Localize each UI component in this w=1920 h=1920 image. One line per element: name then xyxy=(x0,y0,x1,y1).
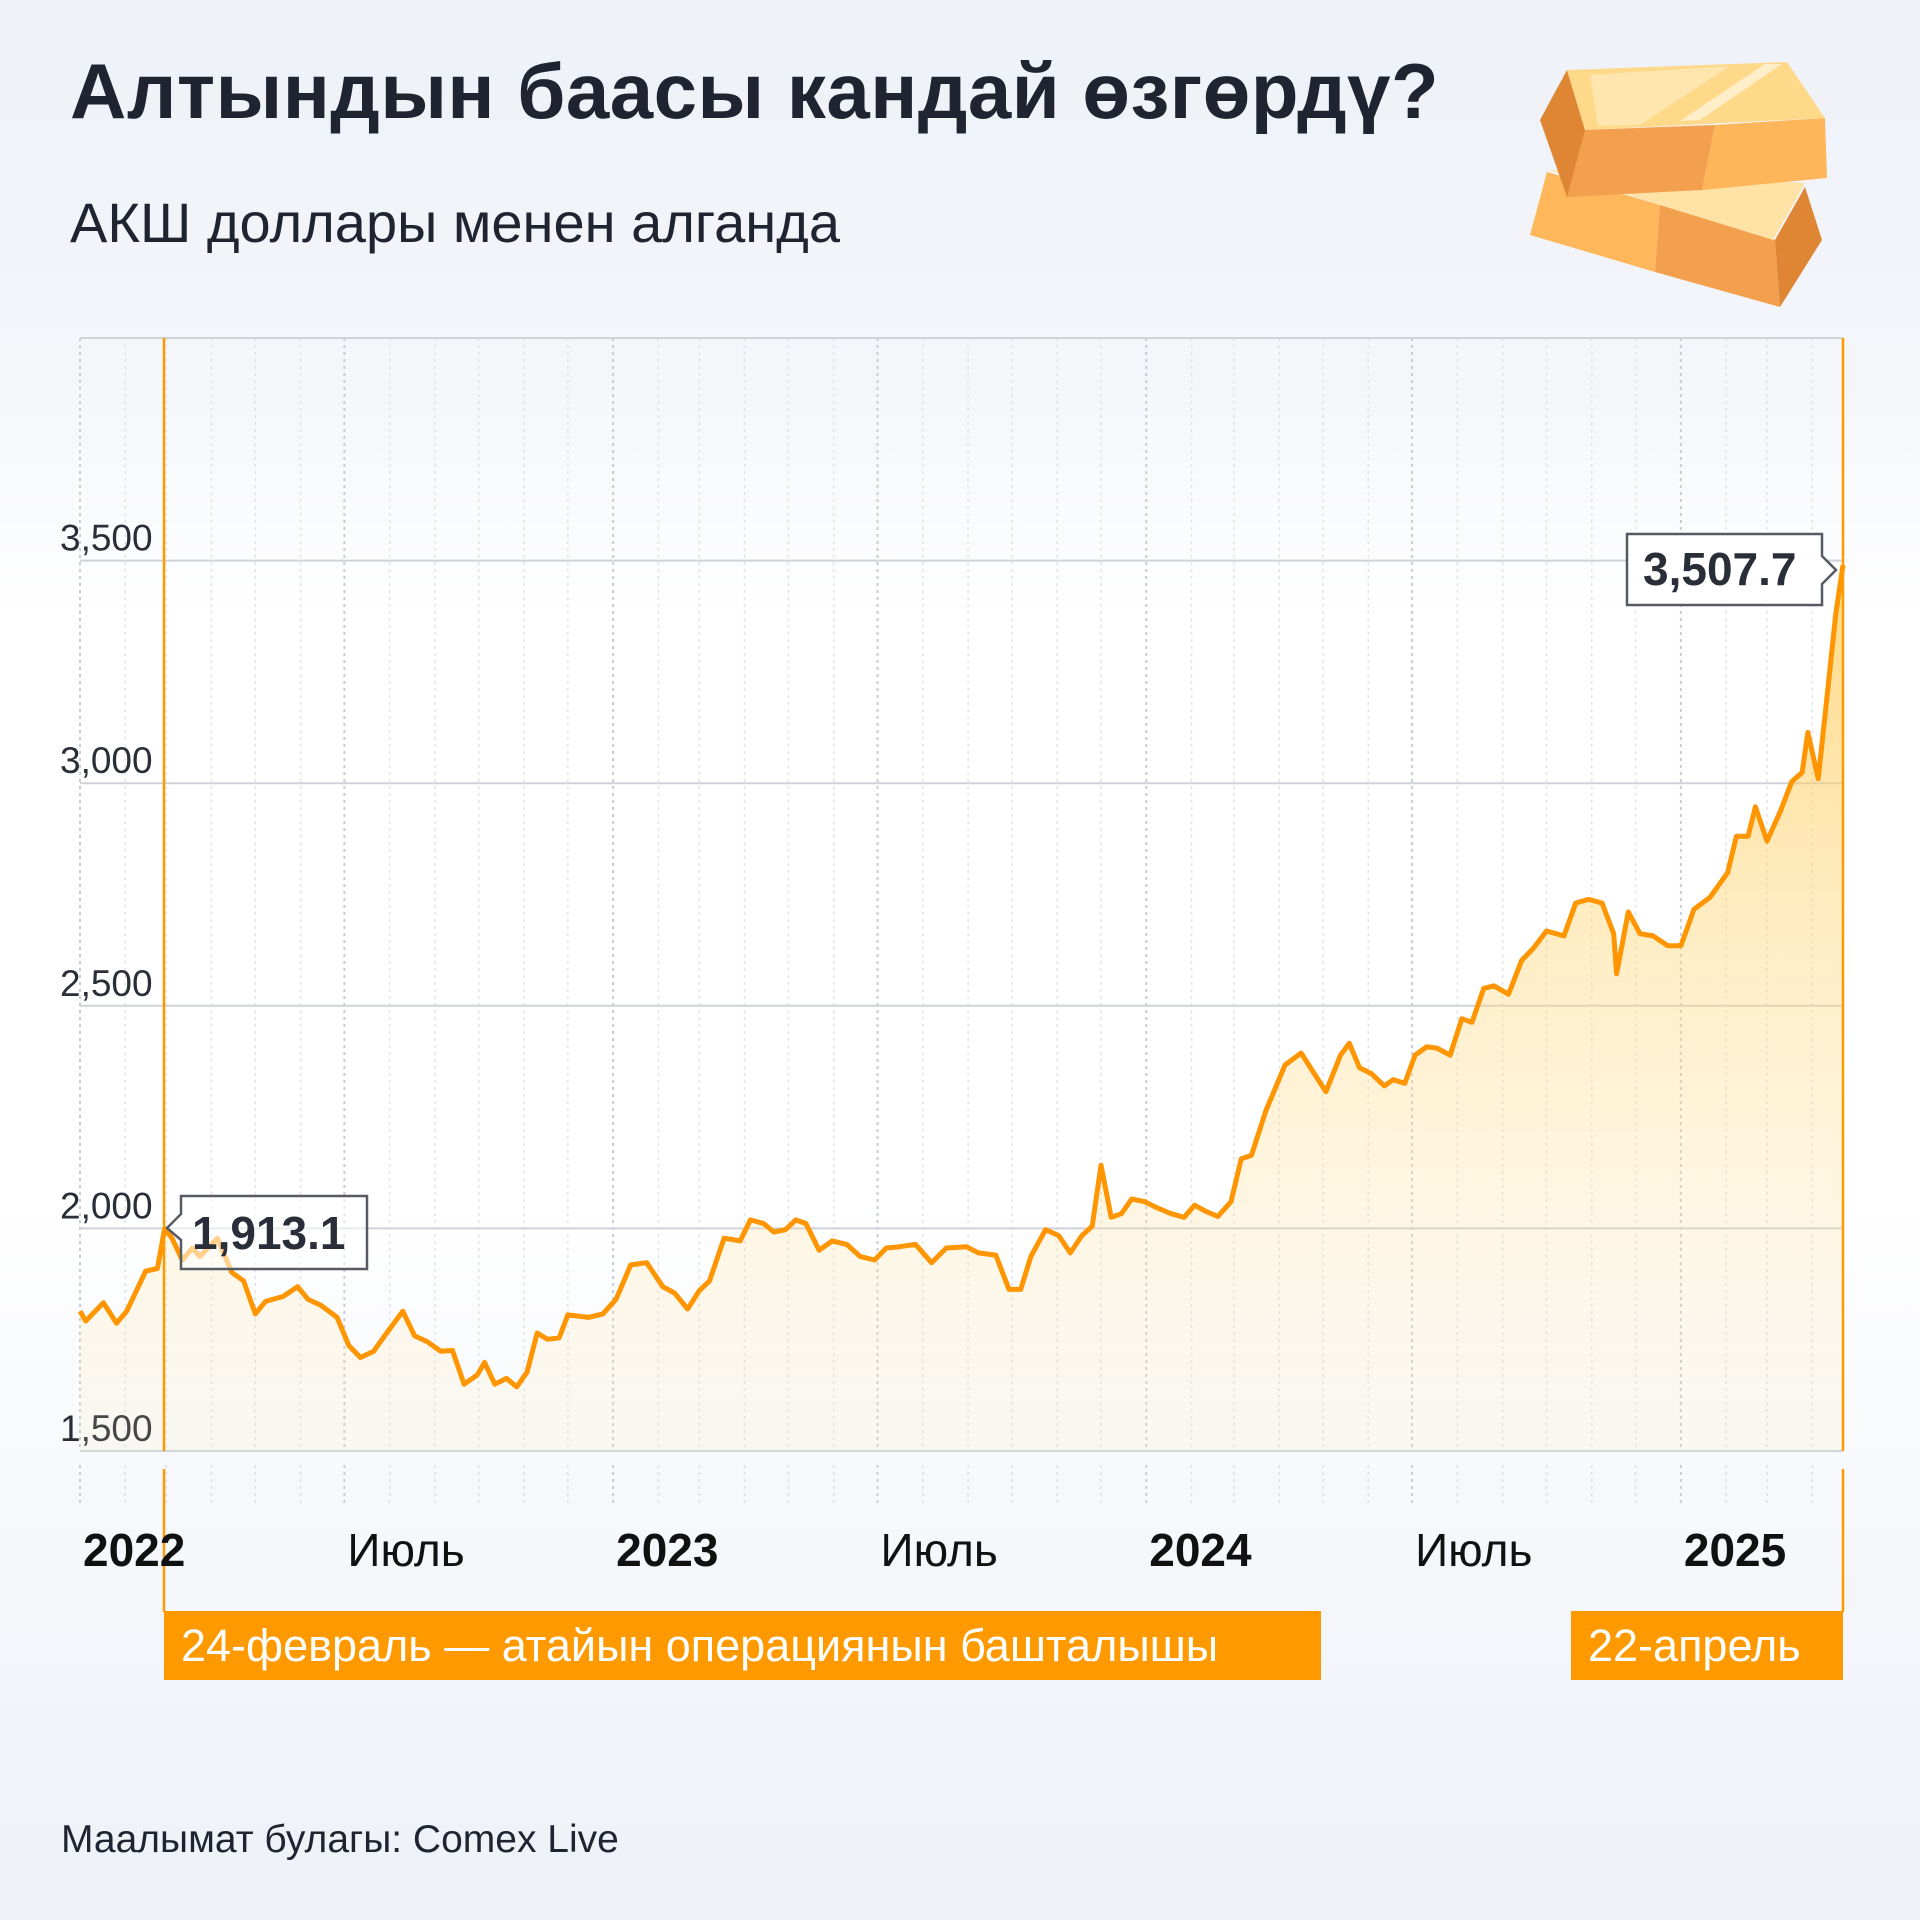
event-annotation-box xyxy=(1571,1611,1843,1680)
page-title: Алтындын баасы кандай өзгөрдү? xyxy=(70,47,1440,135)
value-callouts: 1,913.1 3,507.7 xyxy=(165,532,1838,1271)
callout-label: 3,507.7 xyxy=(1643,543,1796,595)
x-axis-labels: 2022 Июль 2023 Июль 2024 Июль 2025 xyxy=(83,1524,1786,1576)
y-tick-label: 3,500 xyxy=(60,518,153,559)
marker-lines xyxy=(162,338,1845,1612)
price-line xyxy=(77,564,1846,1390)
x-tick-label: 2023 xyxy=(616,1524,718,1576)
x-tick-label: Июль xyxy=(881,1524,998,1576)
x-tick-label: 2025 xyxy=(1684,1524,1786,1576)
event-annotations: 24-февраль — атайын операциянын башталыш… xyxy=(164,1611,1843,1680)
y-tick-label: 2,500 xyxy=(60,963,153,1004)
y-tick-label: 3,000 xyxy=(60,740,153,781)
event-annotation-label: 24-февраль — атайын операциянын башталыш… xyxy=(181,1620,1218,1671)
price-area xyxy=(80,565,1843,1451)
x-tick-label: 2022 xyxy=(83,1524,185,1576)
x-tick-label: 2024 xyxy=(1149,1524,1252,1576)
callout-box xyxy=(1625,532,1838,607)
x-tick-label: Июль xyxy=(347,1524,464,1576)
event-annotation-box xyxy=(164,1611,1321,1680)
gold-bar-top xyxy=(1540,62,1827,197)
callout-box xyxy=(165,1194,369,1271)
page-subtitle: АКШ доллары менен алганда xyxy=(70,191,840,254)
month-gridlines xyxy=(79,338,1814,1507)
source-note: Маалымат булагы: Comex Live xyxy=(61,1818,619,1861)
event-annotation-label: 22-апрель xyxy=(1588,1620,1801,1671)
callout-label: 1,913.1 xyxy=(192,1207,345,1259)
y-tick-label: 2,000 xyxy=(60,1185,153,1226)
x-tick-label: Июль xyxy=(1415,1524,1532,1576)
gold-bars-icon xyxy=(1530,62,1827,307)
